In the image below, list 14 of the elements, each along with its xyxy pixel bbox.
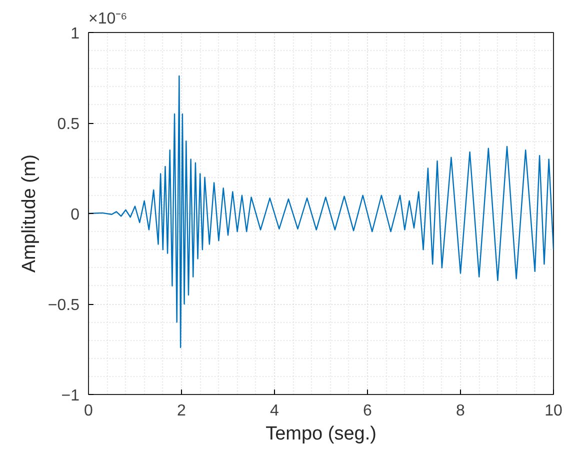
y-axis-title: Amplitude (m)	[18, 154, 40, 273]
x-tick-label: 2	[177, 402, 186, 420]
text: ×10⁻⁶	[88, 10, 128, 28]
x-tick-label: 8	[456, 402, 466, 420]
y-tick-label: −0.5	[48, 297, 80, 314]
x-tick-label: 0	[84, 402, 94, 420]
x-tick-label: 10	[544, 402, 562, 420]
y-tick-label: −1	[61, 388, 80, 404]
x-tick-label: 4	[270, 402, 280, 420]
x-axis-title: Tempo (seg.)	[266, 424, 376, 444]
y-tick-label: 0	[70, 206, 80, 224]
x-tick-label: 6	[363, 402, 372, 420]
y-tick-label: 0.5	[57, 116, 80, 133]
y-tick-label: 1	[70, 26, 80, 42]
